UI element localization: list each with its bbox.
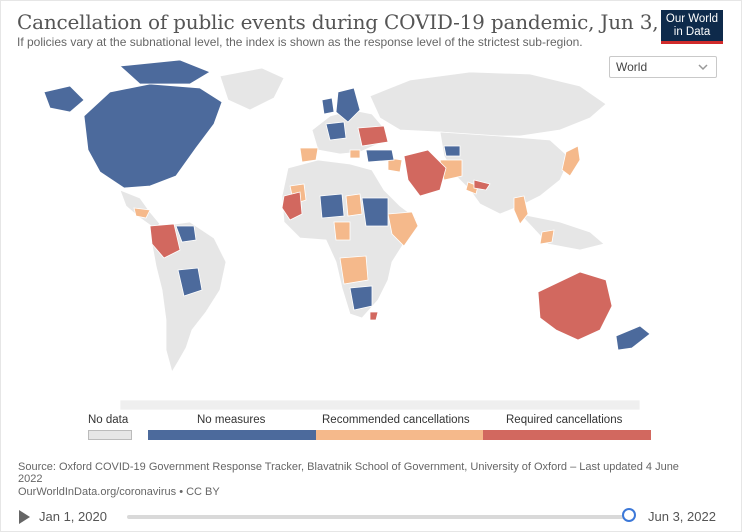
region-select[interactable]: World — [609, 56, 717, 78]
south-america — [151, 221, 227, 374]
colombia-region — [149, 223, 181, 259]
balkans-reco — [349, 149, 361, 159]
turkey-region — [365, 149, 395, 163]
sahel-no-measures — [319, 193, 345, 219]
world-map — [43, 59, 651, 410]
new-zealand — [615, 325, 651, 351]
chart-subtitle: If policies vary at the subnational leve… — [17, 35, 583, 49]
philippines-reco — [539, 229, 555, 245]
ukraine-region — [357, 125, 389, 147]
central-africa-reco — [345, 193, 363, 217]
iran-region — [403, 149, 447, 197]
southern-africa-no — [349, 285, 373, 311]
bolivia-region — [177, 267, 203, 297]
source-note: Source: Oxford COVID-19 Government Respo… — [18, 461, 679, 485]
region-select-value: World — [616, 60, 648, 74]
spain-region — [299, 147, 319, 163]
australia — [537, 271, 613, 341]
mexico-reco — [133, 207, 151, 219]
legend-label-no-data: No data — [88, 414, 129, 426]
timeline-start-date: Jan 1, 2020 — [39, 509, 107, 524]
legend-swatch-required — [483, 430, 651, 440]
logo-line-2: in Data — [673, 26, 711, 38]
scandinavia — [335, 87, 361, 123]
source-link[interactable]: OurWorldInData.org/coronavirus • CC BY — [18, 486, 220, 498]
greenland — [219, 67, 285, 111]
france-region — [325, 121, 347, 141]
west-africa-req — [281, 191, 303, 221]
timeline-handle[interactable] — [622, 508, 636, 522]
logo-bar — [661, 41, 723, 44]
legend-label-required: Required cancellations — [506, 414, 623, 426]
legend-label-no-measures: No measures — [197, 414, 266, 426]
south-africa-req — [369, 311, 379, 321]
east-africa-reco — [387, 211, 419, 247]
southeast-asia — [518, 213, 605, 251]
owid-logo[interactable]: Our World in Data — [661, 10, 723, 44]
play-icon[interactable] — [19, 510, 30, 524]
venezuela-region — [175, 225, 197, 243]
logo-line-1: Our World — [665, 13, 719, 25]
legend-swatch-no-measures — [148, 430, 316, 440]
thailand-reco — [513, 195, 529, 225]
timeline-track[interactable] — [127, 515, 631, 519]
chevron-down-icon — [698, 64, 708, 71]
legend-swatch-no-data — [88, 430, 132, 440]
legend-label-recommended: Recommended cancellations — [322, 414, 470, 426]
middle-east-reco — [387, 157, 403, 173]
south-asia-req — [473, 179, 491, 191]
antarctica — [119, 399, 641, 410]
japan — [561, 145, 581, 177]
legend-swatch-recommended — [316, 430, 483, 440]
north-america — [83, 83, 223, 189]
russia — [369, 71, 607, 137]
congo-reco — [333, 221, 351, 241]
uk — [321, 97, 335, 115]
angola-reco — [339, 255, 369, 285]
sudan — [361, 197, 389, 227]
timeline: Jan 1, 2020 Jun 3, 2022 — [0, 506, 742, 530]
timeline-end-date: Jun 3, 2022 — [648, 509, 716, 524]
alaska — [43, 85, 85, 113]
canada-north — [119, 59, 211, 85]
chart-title: Cancellation of public events during COV… — [17, 10, 715, 34]
central-asia-no — [443, 145, 461, 157]
